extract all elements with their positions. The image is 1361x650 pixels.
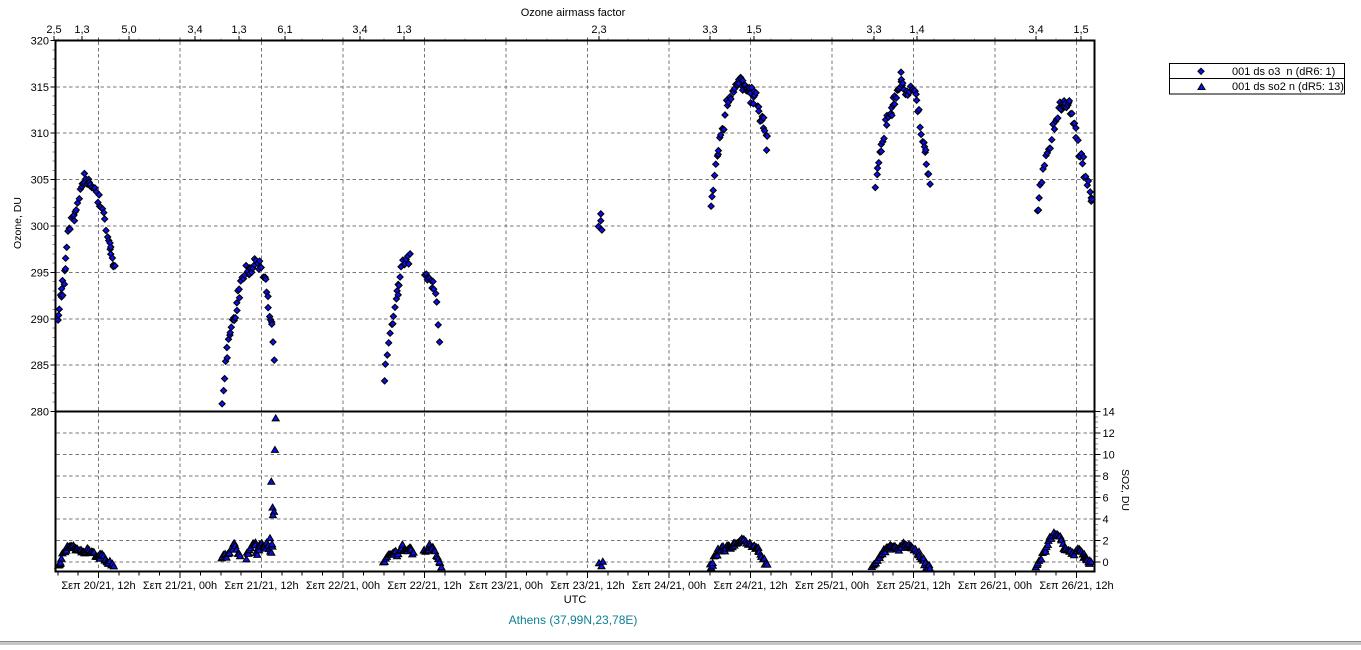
svg-text:5,0: 5,0 — [121, 24, 136, 36]
svg-text:1,4: 1,4 — [909, 24, 924, 36]
svg-text:4: 4 — [1103, 514, 1109, 526]
svg-text:SO2, DU: SO2, DU — [1119, 469, 1131, 511]
svg-text:14: 14 — [1103, 407, 1115, 419]
svg-text:315: 315 — [31, 82, 49, 94]
svg-text:Σεπ 21/21, 12h: Σεπ 21/21, 12h — [224, 580, 298, 592]
svg-text:Σεπ 23/21, 12h: Σεπ 23/21, 12h — [550, 580, 624, 592]
svg-text:Σεπ 22/21, 00h: Σεπ 22/21, 00h — [306, 580, 380, 592]
svg-text:001 ds so2 n (dR5: 13): 001 ds so2 n (dR5: 13) — [1232, 81, 1344, 93]
svg-text:1,5: 1,5 — [746, 24, 761, 36]
svg-text:310: 310 — [31, 128, 49, 140]
svg-text:Athens (37,99N,23,78E): Athens (37,99N,23,78E) — [509, 613, 638, 627]
svg-text:3,4: 3,4 — [187, 24, 202, 36]
svg-text:Σεπ 24/21, 00h: Σεπ 24/21, 00h — [632, 580, 706, 592]
svg-text:Σεπ 21/21, 00h: Σεπ 21/21, 00h — [143, 580, 217, 592]
svg-text:Ozone, DU: Ozone, DU — [12, 197, 24, 249]
svg-text:295: 295 — [31, 267, 49, 279]
svg-text:0: 0 — [1103, 557, 1109, 569]
svg-text:UTC: UTC — [564, 594, 587, 606]
svg-text:1,3: 1,3 — [74, 24, 89, 36]
svg-text:3,3: 3,3 — [866, 24, 881, 36]
svg-text:320: 320 — [31, 36, 49, 48]
svg-text:280: 280 — [31, 407, 49, 419]
svg-text:3,3: 3,3 — [702, 24, 717, 36]
svg-text:Σεπ 26/21, 00h: Σεπ 26/21, 00h — [958, 580, 1032, 592]
svg-text:6: 6 — [1103, 493, 1109, 505]
svg-text:Ozone airmass factor: Ozone airmass factor — [521, 7, 626, 19]
svg-text:290: 290 — [31, 314, 49, 326]
svg-text:6,1: 6,1 — [277, 24, 292, 36]
svg-text:2: 2 — [1103, 536, 1109, 548]
svg-text:12: 12 — [1103, 428, 1115, 440]
svg-text:Σεπ 22/21, 12h: Σεπ 22/21, 12h — [387, 580, 461, 592]
svg-text:Σεπ 26/21, 12h: Σεπ 26/21, 12h — [1039, 580, 1113, 592]
svg-text:300: 300 — [31, 221, 49, 233]
svg-text:Σεπ 20/21, 12h: Σεπ 20/21, 12h — [61, 580, 135, 592]
svg-text:Σεπ 25/21, 12h: Σεπ 25/21, 12h — [876, 580, 950, 592]
svg-text:305: 305 — [31, 175, 49, 187]
svg-text:Σεπ 25/21, 00h: Σεπ 25/21, 00h — [795, 580, 869, 592]
svg-text:3,4: 3,4 — [352, 24, 367, 36]
svg-text:Σεπ 23/21, 00h: Σεπ 23/21, 00h — [469, 580, 543, 592]
svg-text:1,5: 1,5 — [1073, 24, 1088, 36]
svg-text:001 ds o3 n (dR6: 1): 001 ds o3 n (dR6: 1) — [1232, 66, 1335, 78]
svg-text:285: 285 — [31, 360, 49, 372]
svg-text:2,5: 2,5 — [46, 24, 61, 36]
svg-text:8: 8 — [1103, 471, 1109, 483]
svg-text:1,3: 1,3 — [231, 24, 246, 36]
svg-text:2,3: 2,3 — [591, 24, 606, 36]
svg-text:1,3: 1,3 — [396, 24, 411, 36]
svg-text:10: 10 — [1103, 450, 1115, 462]
svg-text:Σεπ 24/21, 12h: Σεπ 24/21, 12h — [713, 580, 787, 592]
svg-text:3,4: 3,4 — [1028, 24, 1043, 36]
